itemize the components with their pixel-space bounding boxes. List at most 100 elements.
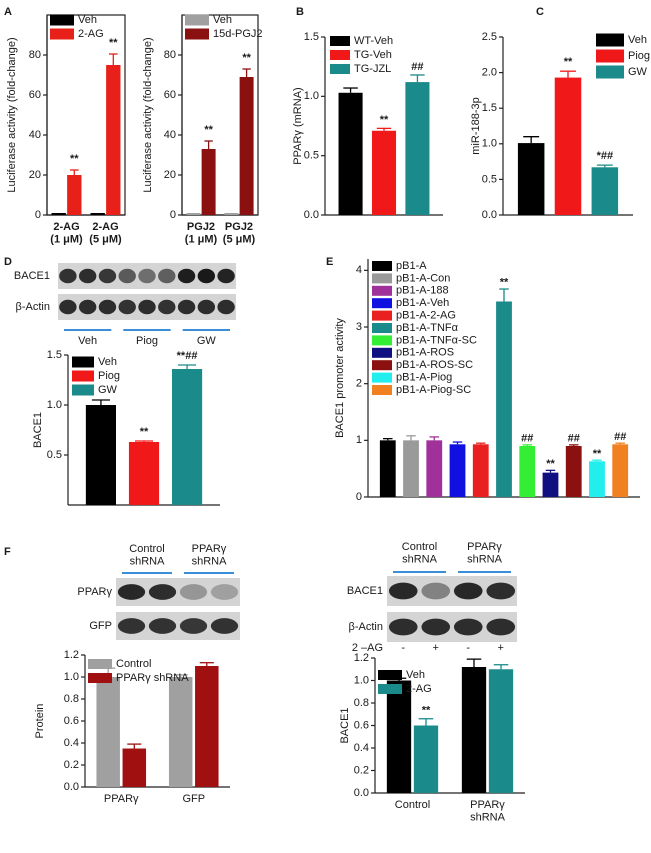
y-tick-label: 1.5: [304, 31, 319, 43]
treatment-sign: +: [433, 642, 439, 654]
y-tick-label: 1.0: [482, 138, 497, 150]
significance-label: **: [422, 705, 431, 717]
legend-swatch: [372, 372, 392, 383]
significance-label: **##: [177, 350, 198, 362]
blot-band: [158, 268, 176, 284]
y-tick-label: 2: [356, 378, 362, 390]
legend-swatch: [372, 285, 392, 296]
legend-swatch: [372, 261, 392, 271]
error-bar: [493, 664, 509, 670]
y-tick-label: 80: [164, 49, 176, 61]
error-bar: [134, 440, 154, 442]
error-bar: [69, 169, 79, 175]
significance-label: **: [500, 277, 509, 289]
significance-label: **: [242, 52, 251, 64]
error-bar: [596, 164, 613, 168]
legend-label: pB1-A-Piog-SC: [396, 384, 471, 396]
y-tick-label: 60: [164, 89, 176, 101]
y-tick-label: 0.8: [64, 693, 79, 705]
group-label: PPARγ shRNA: [192, 543, 228, 568]
legend-label: 15d-PGJ2: [213, 28, 263, 40]
bar: [565, 446, 582, 497]
error-bar: [523, 136, 540, 144]
legend-swatch: [88, 659, 112, 669]
bar: [224, 213, 239, 215]
error-bar: [127, 743, 142, 749]
legend-swatch: [378, 670, 402, 680]
legend-swatch: [72, 370, 94, 382]
blot-row-label: BACE1: [14, 270, 50, 282]
x-tick-label: GFP: [182, 793, 205, 805]
bar: [472, 444, 489, 497]
legend-swatch: [372, 298, 392, 309]
y-tick-label: 0.2: [354, 764, 369, 776]
y-tick-label: 40: [164, 129, 176, 141]
x-tick-label: PPARγ: [104, 793, 139, 805]
y-axis-label: BACE1 promoter activity: [334, 318, 346, 438]
legend-swatch: [330, 50, 350, 60]
blot-band: [388, 582, 418, 600]
legend-swatch: [596, 65, 624, 79]
y-tick-label: 1.0: [354, 674, 369, 686]
legend-swatch: [372, 310, 392, 321]
legend-label: Piog: [628, 50, 650, 62]
blot-band: [217, 268, 235, 284]
error-bar: [199, 662, 214, 666]
blot-band: [179, 618, 208, 634]
bar: [96, 677, 120, 787]
legend-swatch: [330, 64, 350, 74]
legend-label: Piog: [98, 370, 120, 382]
bar: [168, 677, 193, 787]
error-bar: [418, 718, 434, 726]
x-tick-label: 2-AG (5 μM): [89, 221, 122, 246]
bar: [591, 167, 619, 215]
bar: [90, 213, 105, 215]
y-axis-label: BACE1: [339, 707, 351, 743]
bar: [51, 213, 66, 215]
y-tick-label: 0.2: [64, 759, 79, 771]
significance-label: **: [593, 448, 602, 460]
legend-swatch: [372, 335, 392, 346]
error-bar: [383, 437, 393, 441]
y-axis-label: Luciferase activity (fold-change): [142, 37, 154, 192]
y-tick-label: 0.4: [64, 737, 79, 749]
y-tick-label: 1.2: [354, 652, 369, 664]
y-tick-label: 0: [356, 491, 362, 503]
blot-band: [117, 584, 146, 600]
error-bar: [406, 435, 416, 441]
legend-label: TG-JZL: [354, 63, 391, 75]
y-tick-label: 0.6: [354, 719, 369, 731]
bar: [386, 680, 412, 793]
bar: [67, 175, 82, 215]
legend-swatch: [72, 384, 94, 396]
bar: [201, 149, 216, 215]
blot-band: [177, 268, 196, 284]
error-bar: [178, 364, 197, 369]
significance-label: **: [564, 56, 573, 68]
legend-swatch: [72, 356, 94, 368]
y-tick-label: 40: [29, 129, 41, 141]
y-tick-label: 0.8: [354, 697, 369, 709]
bar: [426, 440, 443, 497]
bar: [403, 440, 419, 497]
blot-band: [486, 618, 516, 636]
y-tick-label: 0.0: [482, 209, 497, 221]
error-bar: [545, 469, 556, 473]
legend-label: GW: [628, 66, 648, 78]
error-bar: [91, 399, 110, 405]
legend-label: WT-Veh: [354, 35, 393, 47]
bar: [338, 92, 363, 215]
blot-band: [217, 299, 235, 315]
blot-row-label: β-Actin: [349, 621, 383, 633]
blot-row-label: GFP: [89, 620, 112, 632]
y-axis-label: BACE1: [32, 412, 44, 448]
bar: [517, 143, 545, 215]
y-tick-label: 0.4: [354, 742, 369, 754]
y-axis-label: miR-188-3p: [470, 97, 482, 154]
y-tick-label: 20: [29, 169, 41, 181]
legend-swatch: [372, 347, 392, 358]
bar: [449, 444, 466, 497]
y-tick-label: 1.5: [482, 102, 497, 114]
